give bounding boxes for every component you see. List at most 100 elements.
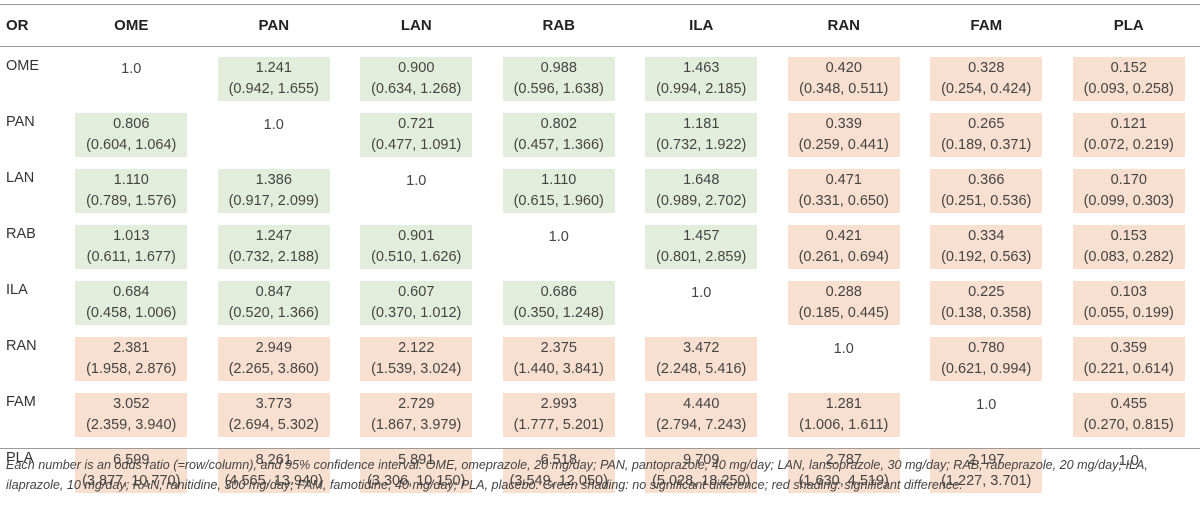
red-shaded-cell: 0.153 (0.083, 0.282)	[1072, 225, 1185, 269]
red-shaded-cell: 0.366 (0.251, 0.536)	[930, 169, 1043, 213]
green-shaded-cell: 0.847 (0.520, 1.366)	[217, 281, 330, 325]
table-cell: 1.0	[1058, 443, 1200, 499]
table-cell: 0.455 (0.270, 0.815)	[1058, 387, 1200, 443]
odds-ratio-value: 1.0	[121, 61, 142, 77]
column-header: RAB	[542, 17, 576, 34]
confidence-interval: (0.801, 2.859)	[656, 249, 747, 265]
odds-ratio-value: 2.122	[398, 340, 435, 356]
confidence-interval: (0.732, 2.188)	[228, 249, 319, 265]
confidence-interval: (4.565, 13.940)	[224, 473, 323, 489]
diagonal-cell: 1.0	[218, 113, 330, 157]
odds-ratio-value: 0.103	[1110, 284, 1147, 300]
confidence-interval: (1.867, 3.979)	[371, 417, 462, 433]
odds-ratio-value: 0.359	[1110, 340, 1147, 356]
table-row: ILA 0.684 (0.458, 1.006) 0.847 (0.520, 1.366…	[0, 275, 1200, 331]
table-cell: 1.386 (0.917, 2.099)	[203, 163, 346, 219]
green-shaded-cell: 0.607 (0.370, 1.012)	[360, 281, 473, 325]
odds-ratio-value: 0.420	[825, 60, 862, 76]
table-cell: 1.0	[60, 46, 203, 107]
diagonal-cell: 1.0	[75, 57, 187, 101]
odds-ratio-value: 2.729	[398, 396, 435, 412]
table-cell: 2.375 (1.440, 3.841)	[488, 331, 631, 387]
table-cell: 1.0	[203, 107, 346, 163]
red-shaded-cell: 0.288 (0.185, 0.445)	[787, 281, 900, 325]
table-cell: 1.181 (0.732, 1.922)	[630, 107, 773, 163]
table-cell: 0.328 (0.254, 0.424)	[915, 46, 1058, 107]
confidence-interval: (0.259, 0.441)	[798, 137, 889, 153]
column-header: PLA	[1113, 17, 1144, 34]
green-shaded-cell: 0.684 (0.458, 1.006)	[75, 281, 188, 325]
odds-ratio-value: 4.440	[683, 396, 720, 412]
red-shaded-cell: 0.334 (0.192, 0.563)	[930, 225, 1043, 269]
red-shaded-cell: 0.420 (0.348, 0.511)	[787, 57, 900, 101]
top-rule	[0, 4, 1200, 5]
table-cell: 0.121 (0.072, 0.219)	[1058, 107, 1200, 163]
green-shaded-cell: 1.110 (0.615, 1.960)	[502, 169, 615, 213]
diagonal-cell: 1.0	[645, 281, 757, 325]
table-row: PAN 0.806 (0.604, 1.064) 1.0 0.721 (0.477, 1.…	[0, 107, 1200, 163]
table-cell: 1.241 (0.942, 1.655)	[203, 46, 346, 107]
table-cell: 5.891 (3.306, 10.150)	[345, 443, 488, 499]
table-row: FAM 3.052 (2.359, 3.940) 3.773 (2.694, 5.302…	[0, 387, 1200, 443]
table-cell: 0.170 (0.099, 0.303)	[1058, 163, 1200, 219]
table-row: OME 1.0 1.241 (0.942, 1.655) 0.900 (0.634, 1.…	[0, 46, 1200, 107]
red-shaded-cell: 0.103 (0.055, 0.199)	[1072, 281, 1185, 325]
table-cell: 1.0	[773, 331, 916, 387]
green-shaded-cell: 0.900 (0.634, 1.268)	[360, 57, 473, 101]
table-cell: 0.339 (0.259, 0.441)	[773, 107, 916, 163]
table-cell: 3.052 (2.359, 3.940)	[60, 387, 203, 443]
odds-ratio-value: 1.386	[255, 172, 292, 188]
red-shaded-cell: 2.993 (1.777, 5.201)	[502, 393, 615, 437]
row-label: OME	[6, 58, 40, 74]
table-cell: 1.0	[630, 275, 773, 331]
row-label: PLA	[6, 450, 34, 466]
diagonal-cell: 1.0	[360, 169, 472, 213]
table-cell: 1.247 (0.732, 2.188)	[203, 219, 346, 275]
confidence-interval: (0.072, 0.219)	[1083, 137, 1174, 153]
odds-ratio-value: 3.773	[255, 396, 292, 412]
red-shaded-cell: 2.375 (1.440, 3.841)	[502, 337, 615, 381]
table-cell: 2.197 (1.227, 3.701)	[915, 443, 1058, 499]
table-cell: 0.288 (0.185, 0.445)	[773, 275, 916, 331]
table-cell: 1.463 (0.994, 2.185)	[630, 46, 773, 107]
column-header: FAM	[970, 17, 1003, 34]
row-label: FAM	[6, 394, 36, 410]
odds-ratio-value: 1.0	[1118, 453, 1139, 469]
confidence-interval: (0.604, 1.064)	[86, 137, 177, 153]
red-shaded-cell: 2.381 (1.958, 2.876)	[75, 337, 188, 381]
odds-ratio-value: 1.648	[683, 172, 720, 188]
confidence-interval: (0.942, 1.655)	[228, 81, 319, 97]
table-cell: 0.103 (0.055, 0.199)	[1058, 275, 1200, 331]
odds-ratio-value: 0.900	[398, 60, 435, 76]
red-shaded-cell: 2.197 (1.227, 3.701)	[930, 449, 1043, 493]
red-shaded-cell: 0.265 (0.189, 0.371)	[930, 113, 1043, 157]
confidence-interval: (2.694, 5.302)	[228, 417, 319, 433]
odds-ratio-value: 0.471	[825, 172, 862, 188]
green-shaded-cell: 1.181 (0.732, 1.922)	[645, 113, 758, 157]
confidence-interval: (0.189, 0.371)	[941, 137, 1032, 153]
confidence-interval: (0.520, 1.366)	[228, 305, 319, 321]
table-cell: 2.787 (1.630, 4.519)	[773, 443, 916, 499]
red-shaded-cell: 2.729 (1.867, 3.979)	[360, 393, 473, 437]
confidence-interval: (0.634, 1.268)	[371, 81, 462, 97]
confidence-interval: (0.270, 0.815)	[1083, 417, 1174, 433]
odds-ratio-value: 0.847	[255, 284, 292, 300]
corner-label: OR	[6, 17, 29, 34]
confidence-interval: (5.028, 18.250)	[652, 473, 751, 489]
confidence-interval: (1.006, 1.611)	[799, 417, 889, 433]
odds-ratio-value: 1.463	[683, 60, 720, 76]
red-shaded-cell: 0.421 (0.261, 0.694)	[787, 225, 900, 269]
red-shaded-cell: 5.891 (3.306, 10.150)	[360, 449, 473, 493]
red-shaded-cell: 0.359 (0.221, 0.614)	[1072, 337, 1185, 381]
row-label: RAN	[6, 338, 37, 354]
odds-ratio-value: 0.901	[398, 228, 435, 244]
diagonal-cell: 1.0	[503, 225, 615, 269]
table-cell: 1.457 (0.801, 2.859)	[630, 219, 773, 275]
confidence-interval: (0.192, 0.563)	[941, 249, 1032, 265]
confidence-interval: (0.917, 2.099)	[228, 193, 319, 209]
table-cell: 0.988 (0.596, 1.638)	[488, 46, 631, 107]
odds-ratio-value: 0.684	[113, 284, 150, 300]
confidence-interval: (3.549, 12.050)	[509, 473, 608, 489]
confidence-interval: (1.227, 3.701)	[941, 473, 1032, 489]
confidence-interval: (0.261, 0.694)	[798, 249, 889, 265]
